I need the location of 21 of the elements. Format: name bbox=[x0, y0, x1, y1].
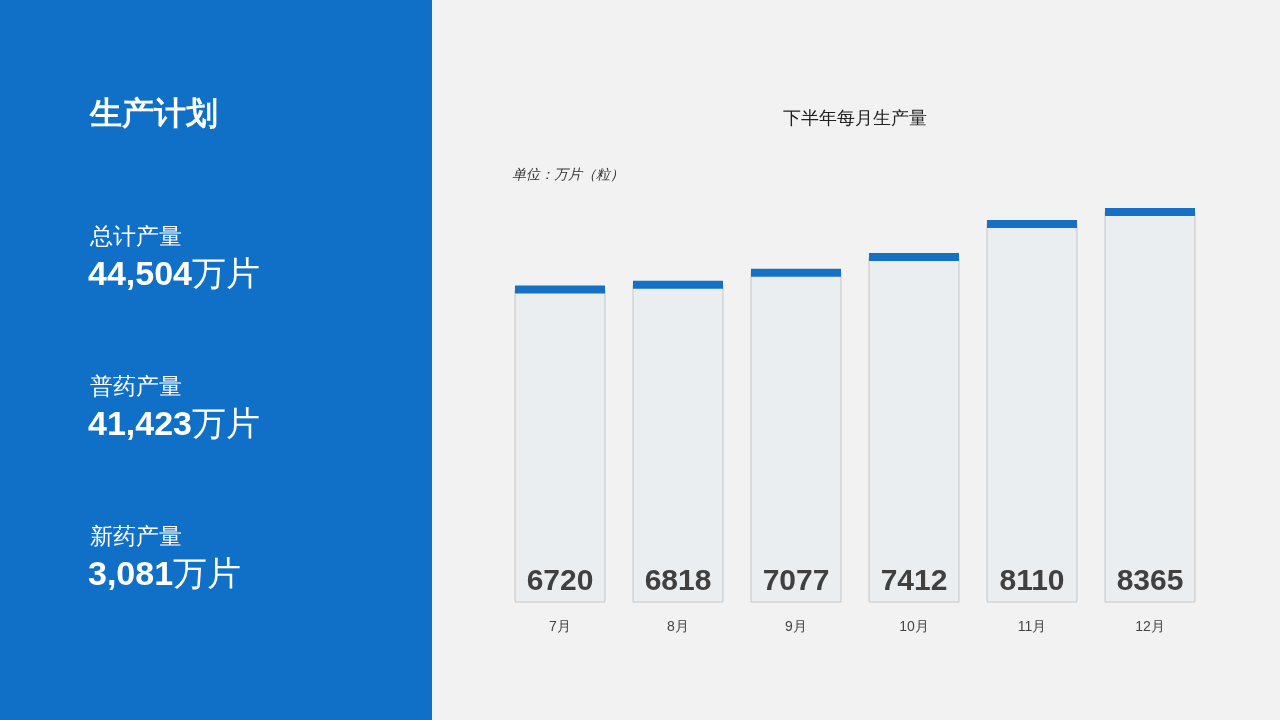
text: 普药产量 bbox=[90, 373, 182, 399]
x-tick-label: 12月 bbox=[1135, 618, 1165, 634]
data-label: 6720 bbox=[526, 563, 594, 596]
x-tick-label: 9月 bbox=[785, 618, 807, 634]
data-label: 7412 bbox=[880, 563, 948, 596]
text: 新药产量 bbox=[90, 523, 182, 549]
x-tick-label: 10月 bbox=[899, 618, 929, 634]
text: 总计产量 bbox=[89, 223, 182, 249]
text: 单位：万片（粒） bbox=[512, 166, 624, 182]
x-tick-label: 7月 bbox=[549, 618, 571, 634]
text: 41,423万片 bbox=[88, 404, 260, 442]
data-label: 6818 bbox=[644, 563, 712, 596]
text: 44,504万片 bbox=[88, 254, 260, 292]
data-label: 8365 bbox=[1116, 563, 1184, 596]
data-label: 7077 bbox=[762, 563, 830, 596]
text: 生产计划 bbox=[89, 95, 218, 131]
data-label: 8110 bbox=[999, 563, 1065, 596]
text: 3,081万片 bbox=[88, 554, 242, 592]
x-tick-label: 8月 bbox=[667, 618, 689, 634]
chart-title: 下半年每月生产量 bbox=[783, 108, 927, 128]
x-tick-label: 11月 bbox=[1017, 618, 1047, 634]
